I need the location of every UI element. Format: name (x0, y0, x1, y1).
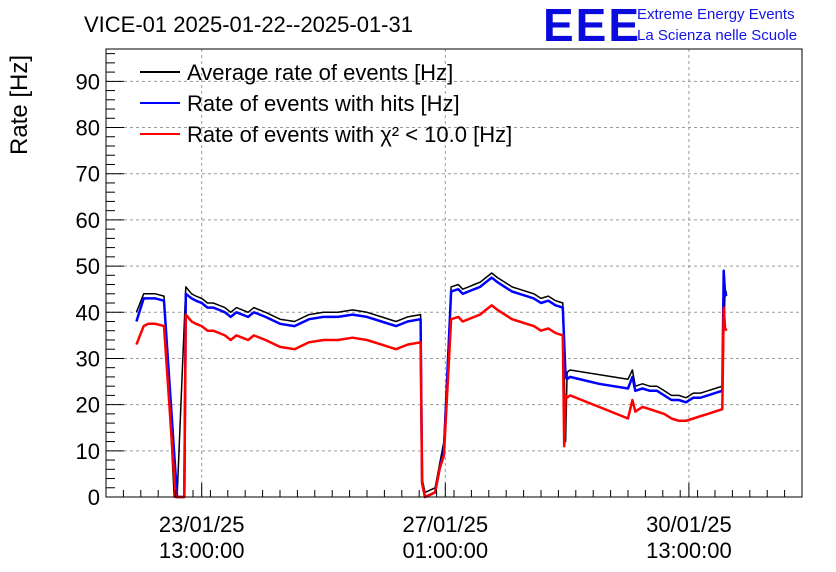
y-tick-label: 0 (88, 485, 100, 510)
x-tick-date: 30/01/25 (646, 512, 732, 537)
eee-logo-line1: Extreme Energy Events (637, 6, 795, 23)
x-tick-time: 13:00:00 (159, 538, 245, 563)
y-tick-label: 10 (76, 439, 100, 464)
y-tick-label: 30 (76, 346, 100, 371)
legend: Average rate of events [Hz] Rate of even… (140, 60, 512, 147)
eee-logo-line2: La Scienza nelle Scuole (637, 27, 797, 44)
series-line-2 (135, 269, 728, 499)
series-line-3 (135, 304, 728, 499)
legend-label-hits: Rate of events with hits [Hz] (187, 91, 460, 116)
y-axis-label: Rate [Hz] (6, 55, 33, 155)
eee-logo: EEE Extreme Energy Events La Scienza nel… (543, 0, 797, 51)
legend-label-chi2: Rate of events with χ² < 10.0 [Hz] (187, 122, 512, 147)
x-tick-time: 01:00:00 (402, 538, 488, 563)
x-tick-date: 23/01/25 (159, 512, 245, 537)
y-tick-label: 80 (76, 116, 100, 141)
x-tick-date: 27/01/25 (402, 512, 488, 537)
y-tick-label: 20 (76, 393, 100, 418)
y-tick-label: 40 (76, 300, 100, 325)
eee-logo-mark: EEE (543, 0, 641, 51)
plot-frame (105, 48, 803, 498)
y-tick-label: 90 (76, 69, 100, 94)
axes: 010203040506070809023/01/2513:00:0027/01… (76, 53, 786, 563)
y-tick-label: 70 (76, 162, 100, 187)
x-tick-time: 13:00:00 (646, 538, 732, 563)
series-lines (135, 269, 728, 499)
series-line-1 (135, 272, 728, 498)
y-tick-label: 50 (76, 254, 100, 279)
chart-title: VICE-01 2025-01-22--2025-01-31 (84, 12, 413, 37)
grid-lines (106, 49, 802, 497)
y-tick-label: 60 (76, 208, 100, 233)
legend-label-average: Average rate of events [Hz] (187, 60, 453, 85)
